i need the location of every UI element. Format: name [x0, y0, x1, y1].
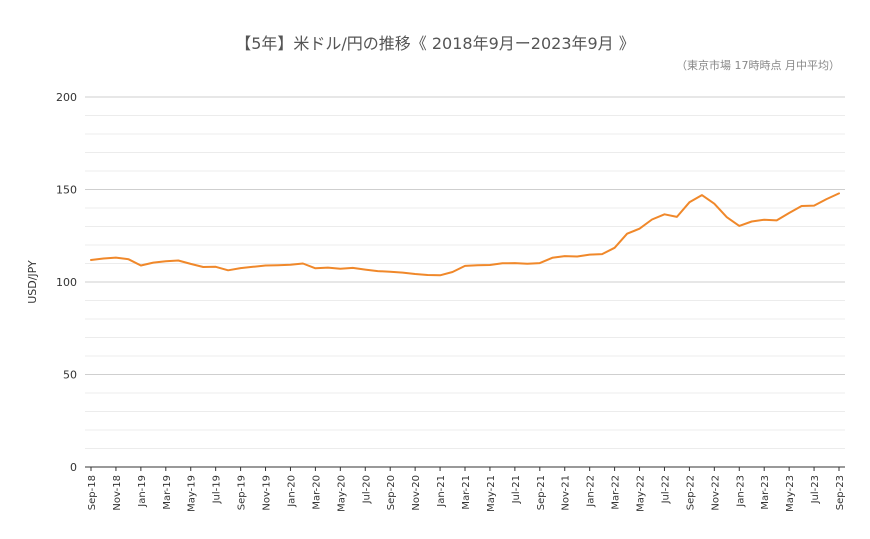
- x-tick-label: May-20: [336, 475, 347, 512]
- x-tick-label: Jan-22: [586, 475, 597, 508]
- y-tick-label: 100: [56, 276, 77, 289]
- x-tick-label: Mar-21: [461, 475, 472, 510]
- x-tick-label: Nov-22: [710, 475, 721, 511]
- x-tick-label: Nov-20: [411, 475, 422, 511]
- x-tick-label: Sep-19: [237, 475, 248, 510]
- x-tick-label: Jul-23: [810, 475, 821, 504]
- x-tick-label: Sep-23: [835, 475, 846, 510]
- x-tick-label: Mar-23: [760, 475, 771, 510]
- chart-subtitle: （東京市場 17時時点 月中平均）: [676, 59, 840, 72]
- y-tick-label: 0: [70, 461, 77, 474]
- x-tick-label: Jan-19: [137, 475, 148, 508]
- chart-title: 【5年】米ドル/円の推移《 2018年9月ー2023年9月 》: [235, 34, 635, 53]
- x-tick-label: Sep-20: [386, 475, 397, 510]
- x-tick-label: Jan-23: [735, 475, 746, 508]
- series-line: [90, 192, 840, 277]
- y-tick-label: 200: [56, 91, 77, 104]
- y-axis-label: USD/JPY: [26, 260, 39, 304]
- x-tick-label: Nov-19: [262, 475, 273, 511]
- x-tick-label: Sep-18: [87, 475, 98, 510]
- x-tick-label: Sep-21: [536, 475, 547, 510]
- x-tick-label: May-23: [785, 475, 796, 512]
- x-tick-label: Jul-22: [660, 475, 671, 504]
- y-tick-label: 150: [56, 184, 77, 197]
- x-tick-label: Sep-22: [685, 475, 696, 510]
- x-tick-label: Jul-20: [361, 475, 372, 504]
- x-tick-label: Mar-20: [311, 475, 322, 510]
- x-tick-label: Jul-19: [212, 475, 223, 504]
- x-tick-label: Mar-19: [162, 475, 173, 510]
- x-tick-label: Nov-18: [112, 475, 123, 511]
- x-tick-label: Mar-22: [611, 475, 622, 510]
- x-tick-label: May-22: [636, 475, 647, 512]
- x-tick-label: Nov-21: [561, 475, 572, 511]
- x-tick-label: May-21: [486, 475, 497, 512]
- x-tick-label: Jan-21: [436, 475, 447, 508]
- x-tick-label: Jan-20: [286, 475, 297, 508]
- x-tick-label: Jul-21: [511, 475, 522, 504]
- x-tick-label: May-19: [187, 475, 198, 512]
- y-tick-label: 50: [63, 369, 77, 382]
